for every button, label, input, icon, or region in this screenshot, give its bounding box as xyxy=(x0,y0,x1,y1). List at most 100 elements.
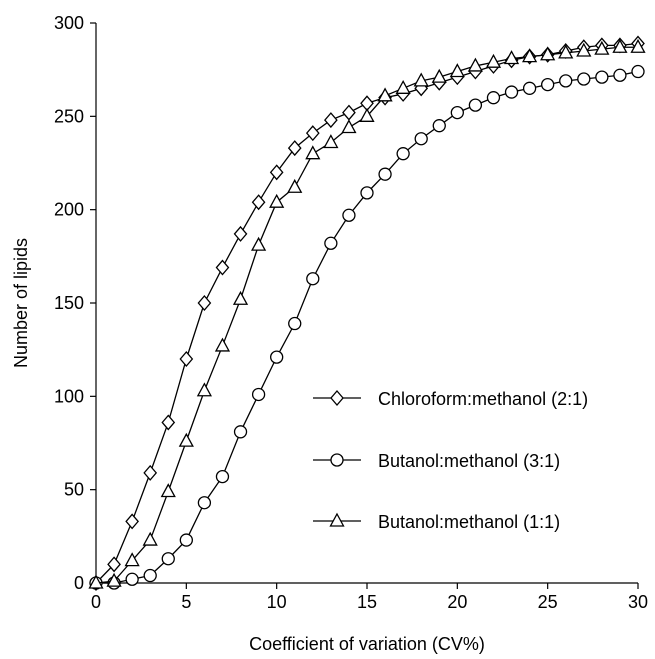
diamond-marker xyxy=(143,464,158,481)
legend-label: Butanol:methanol (1:1) xyxy=(378,512,560,532)
triangle-marker xyxy=(594,40,610,55)
circle-marker xyxy=(288,316,302,331)
circle-marker xyxy=(161,552,175,566)
circle-marker xyxy=(522,81,537,95)
circle-marker xyxy=(432,119,446,133)
diamond-marker xyxy=(197,295,212,311)
circle-marker xyxy=(559,74,573,88)
series-line xyxy=(96,70,639,584)
triangle-marker xyxy=(106,572,122,587)
triangle-marker xyxy=(522,48,538,63)
legend-label: Chloroform:methanol (2:1) xyxy=(378,389,588,409)
triangle-marker xyxy=(287,178,303,193)
diamond-marker xyxy=(324,112,338,129)
circle-marker xyxy=(613,68,627,82)
y-tick-label: 200 xyxy=(54,200,84,220)
legend-item: Butanol:methanol (1:1) xyxy=(313,512,560,532)
circle-marker xyxy=(324,236,338,250)
y-tick-label: 100 xyxy=(54,386,84,406)
x-tick-label: 5 xyxy=(181,592,191,612)
y-tick-label: 0 xyxy=(74,573,84,593)
circle-marker xyxy=(450,105,464,120)
triangle-marker xyxy=(359,107,375,122)
x-tick-label: 10 xyxy=(267,592,287,612)
y-tick-label: 150 xyxy=(54,293,84,313)
y-tick-label: 250 xyxy=(54,106,84,126)
x-tick-label: 20 xyxy=(447,592,467,612)
triangle-marker xyxy=(612,38,628,53)
triangle-marker xyxy=(323,134,339,149)
circle-marker xyxy=(215,469,230,484)
triangle-marker xyxy=(160,483,176,498)
circle-marker xyxy=(360,186,374,200)
triangle-marker xyxy=(413,72,429,87)
circle-marker xyxy=(378,167,392,181)
legend-item: Butanol:methanol (3:1) xyxy=(313,451,560,471)
circle-marker xyxy=(125,572,139,586)
circle-marker xyxy=(270,350,284,364)
series-layer xyxy=(88,35,646,591)
triangle-marker xyxy=(576,42,592,57)
legend: Chloroform:methanol (2:1) Butanol:methano… xyxy=(313,389,588,532)
triangle-marker xyxy=(196,382,212,397)
diamond-marker xyxy=(179,351,194,367)
circle-marker xyxy=(595,70,609,84)
x-tick-label: 15 xyxy=(357,592,377,612)
y-tick-label: 50 xyxy=(64,480,84,500)
circle-marker xyxy=(233,425,248,439)
triangle-marker xyxy=(503,50,520,65)
legend-diamond-marker xyxy=(330,390,344,406)
triangle-marker xyxy=(178,432,194,447)
triangle-marker xyxy=(467,57,483,72)
diamond-marker xyxy=(251,194,266,211)
y-axis-label: Number of lipids xyxy=(11,238,31,368)
triangle-marker xyxy=(269,193,285,208)
circle-marker xyxy=(251,387,266,402)
x-tick-label: 0 xyxy=(91,592,101,612)
triangle-marker xyxy=(124,552,140,567)
circle-marker xyxy=(631,64,645,79)
diamond-marker xyxy=(161,414,176,431)
triangle-marker xyxy=(251,236,267,251)
series-triangle xyxy=(88,38,646,589)
circle-marker xyxy=(396,147,410,161)
triangle-marker xyxy=(142,531,158,546)
diamond-marker xyxy=(125,513,139,530)
circle-marker xyxy=(197,496,212,510)
legend-circle-marker xyxy=(330,453,344,467)
x-tick-label: 30 xyxy=(628,592,648,612)
y-tick-label: 300 xyxy=(54,13,84,33)
circle-marker xyxy=(504,85,519,99)
triangle-marker xyxy=(485,53,502,68)
triangle-marker xyxy=(341,119,357,134)
triangle-marker xyxy=(558,44,574,59)
triangle-marker xyxy=(431,68,447,83)
diamond-marker xyxy=(269,164,284,181)
triangle-marker xyxy=(395,79,411,94)
series-line xyxy=(95,46,638,584)
legend-label: Butanol:methanol (3:1) xyxy=(378,451,560,471)
triangle-marker xyxy=(540,46,556,61)
circle-marker xyxy=(342,208,356,222)
legend-item: Chloroform:methanol (2:1) xyxy=(313,389,588,409)
diamond-marker xyxy=(107,556,121,573)
triangle-marker xyxy=(377,87,393,102)
diamond-marker xyxy=(215,259,230,276)
triangle-marker xyxy=(88,574,104,589)
x-axis-label: Coefficient of variation (CV%) xyxy=(249,634,485,654)
circle-marker xyxy=(577,72,591,86)
series-circle xyxy=(89,64,645,590)
diamond-marker xyxy=(342,104,356,121)
series-line xyxy=(95,42,639,584)
triangle-marker xyxy=(630,38,646,53)
triangle-marker xyxy=(232,290,249,305)
circle-marker xyxy=(486,91,501,105)
circle-marker xyxy=(306,272,320,286)
diamond-marker xyxy=(287,140,302,157)
diamond-marker xyxy=(305,125,320,142)
legend-triangle-marker xyxy=(329,512,345,527)
diamond-marker xyxy=(233,225,248,242)
circle-marker xyxy=(468,98,483,112)
